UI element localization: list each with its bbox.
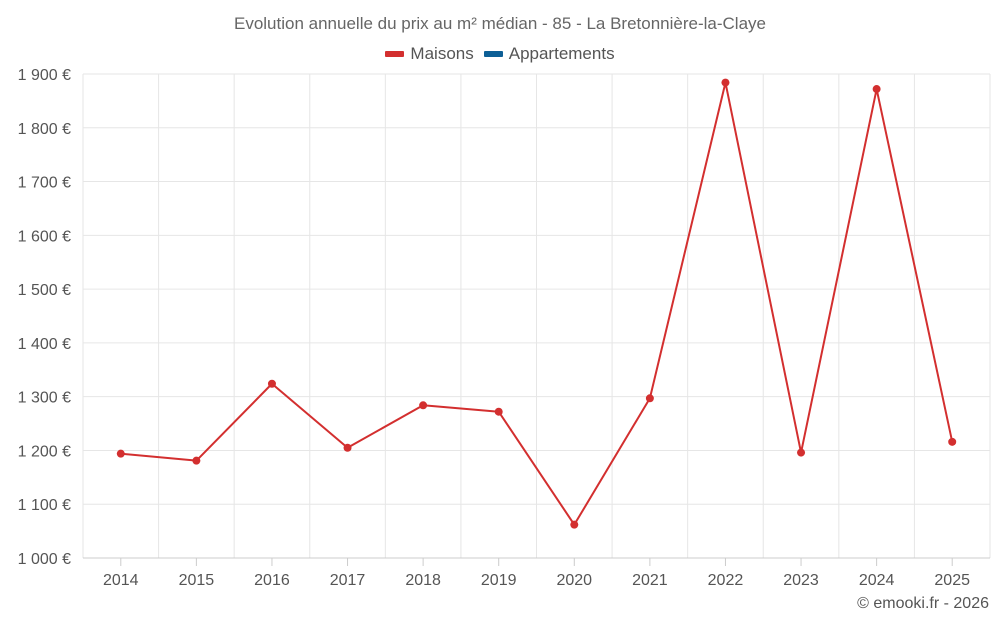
legend-item-maisons[interactable]: Maisons — [385, 44, 474, 64]
data-point[interactable] — [419, 401, 428, 410]
x-tick-label: 2019 — [481, 572, 517, 589]
y-tick-label: 1 900 € — [18, 67, 71, 84]
watermark: © emooki.fr - 2026 — [857, 595, 989, 612]
y-tick-label: 1 700 € — [18, 175, 71, 192]
legend-label-appartements: Appartements — [508, 44, 615, 63]
data-point[interactable] — [116, 449, 125, 458]
y-tick-label: 1 500 € — [18, 282, 71, 299]
y-tick-label: 1 100 € — [18, 497, 71, 514]
data-point[interactable] — [267, 379, 276, 388]
x-tick-label: 2015 — [179, 572, 215, 589]
data-point[interactable] — [494, 407, 503, 416]
data-point[interactable] — [645, 394, 654, 403]
x-tick-label: 2022 — [708, 572, 744, 589]
data-point[interactable] — [948, 437, 957, 446]
data-point[interactable] — [343, 443, 352, 452]
y-tick-label: 1 800 € — [18, 121, 71, 138]
x-tick-label: 2020 — [556, 572, 592, 589]
legend: Maisons Appartements — [0, 44, 1000, 64]
x-tick-label: 2025 — [934, 572, 970, 589]
legend-swatch-appartements — [483, 51, 503, 57]
legend-item-appartements[interactable]: Appartements — [483, 44, 615, 64]
x-tick-label: 2014 — [103, 572, 139, 589]
data-point[interactable] — [570, 520, 579, 529]
y-tick-label: 1 200 € — [18, 443, 71, 460]
x-tick-label: 2018 — [405, 572, 441, 589]
data-point[interactable] — [192, 456, 201, 465]
y-tick-label: 1 600 € — [18, 228, 71, 245]
x-tick-label: 2016 — [254, 572, 290, 589]
x-tick-label: 2017 — [330, 572, 366, 589]
series-line-maisons — [120, 81, 954, 526]
chart-title: Evolution annuelle du prix au m² médian … — [233, 14, 766, 33]
y-tick-label: 1 400 € — [18, 336, 71, 353]
x-tick-label: 2023 — [783, 572, 819, 589]
y-tick-label: 1 300 € — [18, 390, 71, 407]
x-tick-label: 2024 — [859, 572, 895, 589]
data-point[interactable] — [797, 448, 806, 457]
data-point[interactable] — [721, 78, 730, 87]
data-point[interactable] — [872, 85, 881, 94]
legend-swatch-maisons — [385, 51, 405, 57]
x-tick-label: 2021 — [632, 572, 668, 589]
y-tick-label: 1 000 € — [18, 551, 71, 568]
legend-label-maisons: Maisons — [410, 44, 474, 63]
